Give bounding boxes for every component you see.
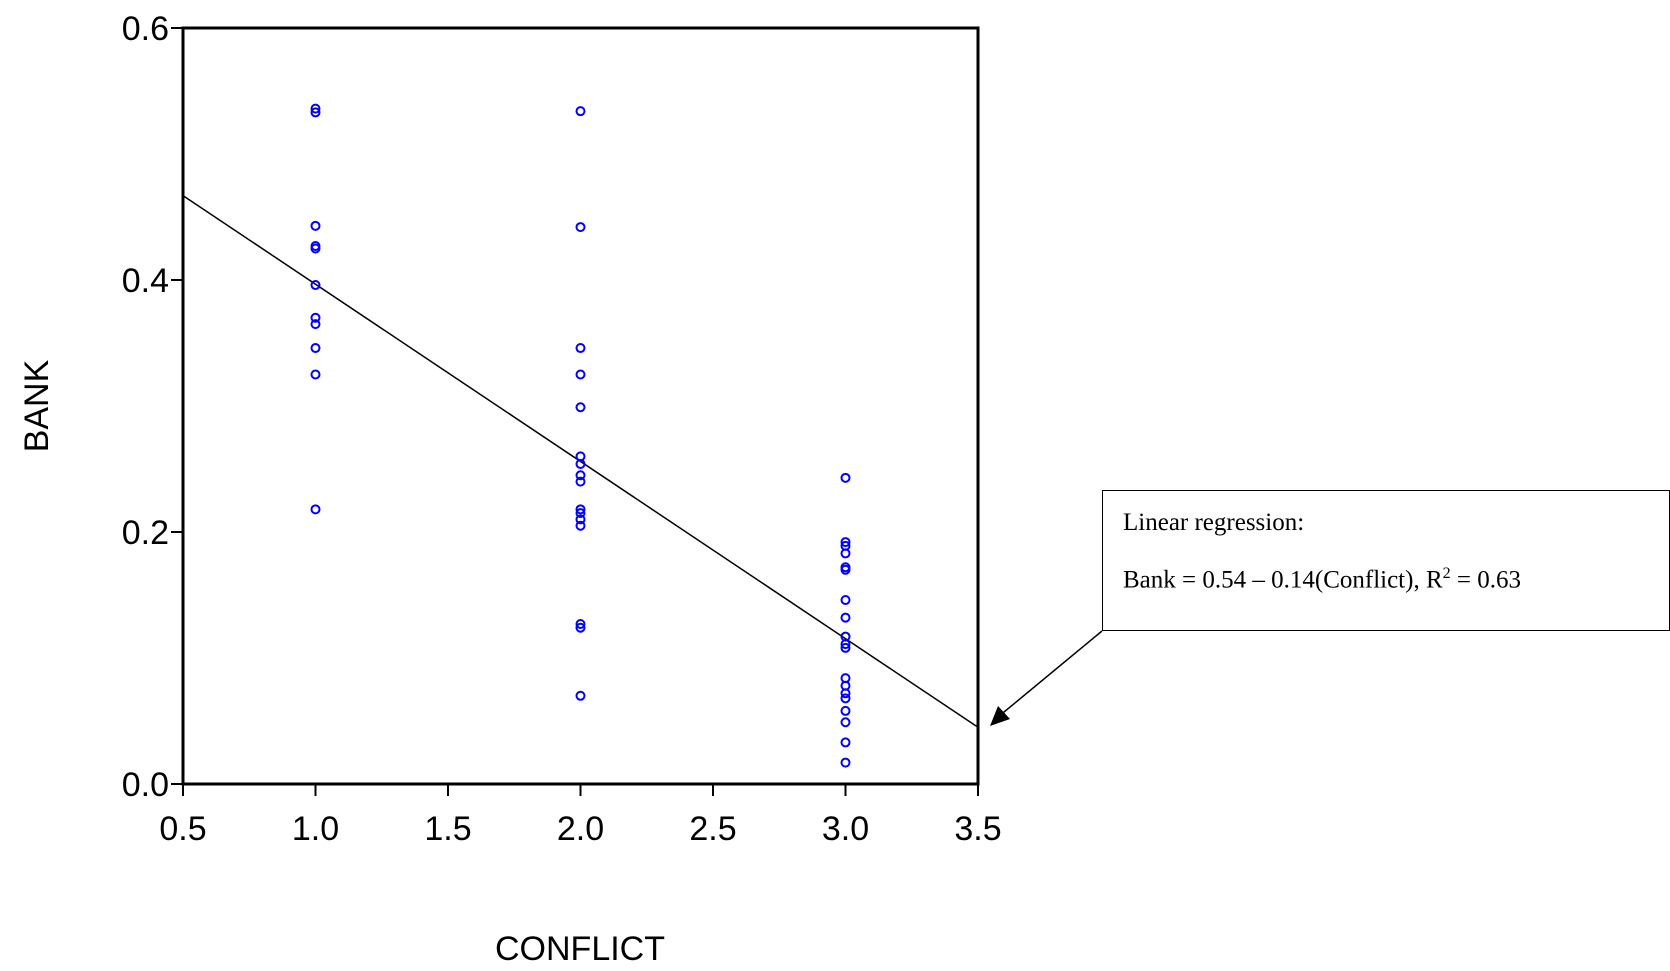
data-point-9 xyxy=(312,371,320,379)
data-point-33 xyxy=(842,596,850,604)
equation-suffix: = 0.63 xyxy=(1451,566,1521,593)
y-tick-label-2: 0.4 xyxy=(122,262,169,300)
y-axis-title: BANK xyxy=(18,359,56,452)
data-point-43 xyxy=(842,718,850,726)
annotation-pointer xyxy=(998,631,1102,717)
data-point-10 xyxy=(312,505,320,513)
x-tick-label-1: 1.0 xyxy=(292,810,339,848)
x-tick-label-2: 1.5 xyxy=(424,810,471,848)
x-axis-ticks: 0.5 1.0 1.5 2.0 2.5 3.0 3.5 xyxy=(159,784,1001,848)
regression-annotation-box: Linear regression: Bank = 0.54 – 0.14(Co… xyxy=(1102,490,1670,631)
y-tick-label-1: 0.2 xyxy=(122,514,169,552)
data-point-14 xyxy=(577,371,585,379)
plot-frame xyxy=(183,28,978,784)
data-points xyxy=(312,105,850,767)
data-point-26 xyxy=(577,692,585,700)
data-point-8 xyxy=(312,344,320,352)
data-point-34 xyxy=(842,614,850,622)
y-tick-label-3: 0.6 xyxy=(122,10,169,48)
y-axis-ticks: 0.0 0.2 0.4 0.6 xyxy=(122,10,183,804)
data-point-11 xyxy=(577,107,585,115)
x-tick-label-4: 2.5 xyxy=(689,810,736,848)
x-tick-label-0: 0.5 xyxy=(159,810,206,848)
data-point-42 xyxy=(842,707,850,715)
data-point-2 xyxy=(312,222,320,230)
annotation-equation: Bank = 0.54 – 0.14(Conflict), R2 = 0.63 xyxy=(1123,565,1669,594)
x-axis-title: CONFLICT xyxy=(495,930,665,968)
x-tick-label-6: 3.5 xyxy=(954,810,1001,848)
x-tick-label-3: 2.0 xyxy=(557,810,604,848)
x-tick-label-5: 3.0 xyxy=(822,810,869,848)
data-point-45 xyxy=(842,759,850,767)
equation-text: Bank = 0.54 – 0.14(Conflict), R xyxy=(1123,566,1443,593)
data-point-13 xyxy=(577,344,585,352)
data-point-41 xyxy=(842,694,850,702)
y-tick-label-0: 0.0 xyxy=(122,766,169,804)
data-point-12 xyxy=(577,223,585,231)
data-point-44 xyxy=(842,738,850,746)
data-point-27 xyxy=(842,474,850,482)
data-point-15 xyxy=(577,403,585,411)
regression-line xyxy=(183,196,978,728)
annotation-title: Linear regression: xyxy=(1123,509,1669,537)
equation-superscript: 2 xyxy=(1443,565,1451,582)
